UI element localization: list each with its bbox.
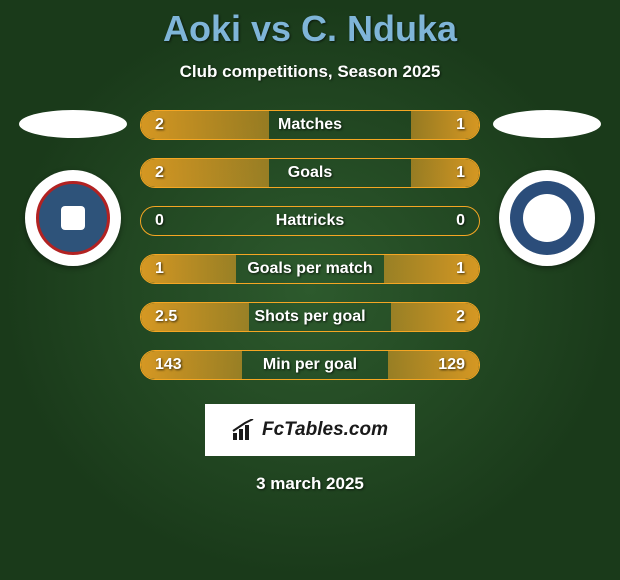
right-player-col (492, 110, 602, 266)
stat-label: Goals per match (247, 260, 372, 278)
site-logo: FcTables.com (205, 404, 415, 456)
subtitle: Club competitions, Season 2025 (180, 62, 441, 82)
chart-icon (232, 419, 256, 441)
stat-value-left: 2 (155, 164, 164, 182)
stat-row-shots-per-goal: 2.5 Shots per goal 2 (140, 302, 480, 332)
left-player-col (18, 110, 128, 266)
stat-row-goals-per-match: 1 Goals per match 1 (140, 254, 480, 284)
main-row: 2 Matches 1 2 Goals 1 0 Hattricks 0 (0, 110, 620, 380)
stat-row-goals: 2 Goals 1 (140, 158, 480, 188)
stat-fill-right (388, 351, 479, 379)
date: 3 march 2025 (256, 474, 364, 494)
left-club-badge (25, 170, 121, 266)
stat-fill-right (391, 303, 479, 331)
stat-value-right: 129 (438, 356, 465, 374)
stat-value-right: 1 (456, 260, 465, 278)
left-club-crest (36, 181, 110, 255)
left-player-oval (19, 110, 127, 138)
stat-value-left: 0 (155, 212, 164, 230)
stat-row-min-per-goal: 143 Min per goal 129 (140, 350, 480, 380)
stat-fill-right (411, 159, 479, 187)
stat-value-right: 2 (456, 308, 465, 326)
right-club-badge (499, 170, 595, 266)
stat-value-left: 2 (155, 116, 164, 134)
stat-value-left: 2.5 (155, 308, 177, 326)
stat-label: Matches (278, 116, 342, 134)
right-club-crest (510, 181, 584, 255)
stat-row-hattricks: 0 Hattricks 0 (140, 206, 480, 236)
stat-label: Goals (288, 164, 332, 182)
stat-value-left: 1 (155, 260, 164, 278)
stat-fill-right (411, 111, 479, 139)
site-logo-text: FcTables.com (262, 419, 388, 441)
stat-value-left: 143 (155, 356, 182, 374)
stat-label: Min per goal (263, 356, 357, 374)
stat-label: Shots per goal (254, 308, 365, 326)
stat-value-right: 0 (456, 212, 465, 230)
stat-value-right: 1 (456, 164, 465, 182)
comparison-infographic: Aoki vs C. Nduka Club competitions, Seas… (0, 0, 620, 580)
right-player-oval (493, 110, 601, 138)
stat-value-right: 1 (456, 116, 465, 134)
stat-label: Hattricks (276, 212, 344, 230)
stats-column: 2 Matches 1 2 Goals 1 0 Hattricks 0 (140, 110, 480, 380)
stat-row-matches: 2 Matches 1 (140, 110, 480, 140)
page-title: Aoki vs C. Nduka (163, 8, 457, 50)
